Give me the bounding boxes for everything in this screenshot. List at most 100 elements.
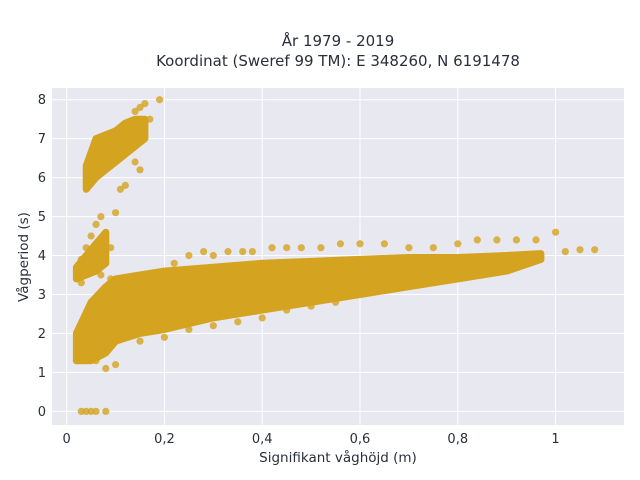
data-point [356,290,364,299]
data-point [380,240,388,248]
data-point [160,267,168,275]
data-point [473,236,481,244]
data-point [478,263,486,271]
data-point [224,248,232,256]
data-point [258,314,266,322]
data-point [234,318,242,326]
data-point [146,115,154,123]
y-tick-label: 2 [38,327,46,342]
chart-title-line-2: Koordinat (Sweref 99 TM): E 348260, N 61… [156,52,520,70]
data-point [283,306,291,314]
data-point [248,248,256,256]
data-point [576,246,584,254]
data-point [185,325,193,334]
data-point [493,236,501,244]
y-tick-label: 6 [38,171,46,186]
data-point [77,255,85,263]
data-point [512,236,521,244]
data-point [503,259,511,267]
data-point [532,236,540,244]
data-point [136,166,144,174]
data-point [87,232,95,240]
data-point [160,333,168,341]
data-point [405,275,413,283]
data-point [185,251,193,260]
data-point [380,283,388,291]
data-point [239,248,247,256]
data-point [136,103,144,112]
upper-band [82,115,149,193]
data-point [77,333,85,341]
data-point [112,361,120,369]
data-point [141,283,149,291]
x-tick-label: 0,2 [154,432,175,447]
data-point [82,244,90,252]
data-point [429,271,437,279]
data-point [112,209,120,217]
data-point [151,325,159,334]
x-tick-label: 0,6 [350,432,371,447]
data-point [116,185,124,193]
data-point [200,248,208,256]
data-point [92,220,100,228]
x-tick-label: 0,8 [447,432,468,447]
data-point [454,267,462,275]
y-tick-label: 8 [38,93,46,108]
data-point [97,213,105,221]
dense-point-bands [72,115,545,365]
y-tick-label: 3 [38,288,46,303]
y-tick-label: 1 [38,366,46,381]
data-point [136,337,144,345]
data-point [131,107,139,115]
data-point [156,96,164,104]
data-point [268,244,276,252]
data-point [121,181,129,189]
data-point [77,279,85,287]
chart-title-line-1: År 1979 - 2019 [282,31,395,50]
data-point [209,251,217,260]
data-point [92,407,100,415]
y-tick-label: 4 [38,249,46,264]
data-point [297,244,305,252]
data-point [512,255,521,263]
data-point [429,244,437,252]
x-axis-label: Signifikant våghöjd (m) [259,449,417,466]
data-point [107,244,115,252]
y-tick-label: 7 [38,132,46,147]
data-point [561,248,569,256]
y-axis-label: Vågperiod (s) [15,212,32,302]
data-point [102,236,110,244]
y-tick-label: 0 [38,405,46,420]
lower-left-band [72,228,110,283]
data-point [121,142,129,150]
data-point [116,279,124,287]
data-point [72,267,80,275]
data-point [131,158,139,166]
data-point [307,302,315,310]
data-point [97,271,105,279]
data-point [283,244,291,252]
data-point [102,364,110,373]
data-point [72,345,80,353]
main-band [72,250,545,365]
data-point [126,290,134,299]
data-point [332,298,340,306]
data-point [170,259,178,267]
data-point [126,127,134,135]
data-point [356,240,364,248]
data-point [532,251,540,260]
x-tick-label: 0,4 [252,432,273,447]
data-point [454,240,462,248]
data-point [102,407,110,415]
x-tick-label: 0 [63,432,71,447]
data-point [107,275,115,283]
x-tick-labels: 0 0,2 0,4 0,6 0,8 1 [63,432,560,447]
data-point [72,357,80,365]
data-point [209,322,217,330]
data-point [591,246,599,254]
y-tick-labels: 0 1 2 3 4 5 6 7 8 [38,93,46,420]
data-point [92,357,100,365]
data-point [405,244,413,252]
